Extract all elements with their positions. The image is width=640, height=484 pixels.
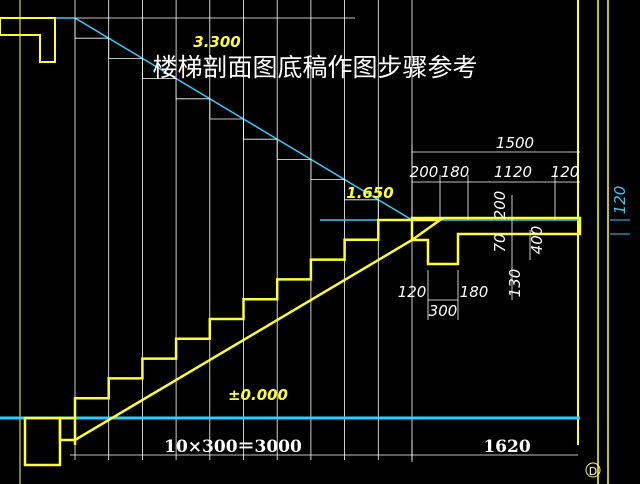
- dimension: 180: [460, 283, 489, 301]
- dimension: 1620: [483, 437, 530, 457]
- dimension: 120: [611, 186, 629, 215]
- dimension: 300: [429, 302, 458, 320]
- dimension-lines: [70, 145, 580, 462]
- title: 楼梯剖面图底稿作图步骤参考: [152, 53, 477, 82]
- lower-flight: [58, 218, 444, 442]
- dimension: 120: [398, 283, 427, 301]
- landing-slab: [410, 216, 582, 266]
- elevation: 3.300: [193, 33, 240, 51]
- bottom-beam: [23, 416, 62, 467]
- dimension: 10×300＝3000: [164, 437, 302, 457]
- elevation: ±0.000: [228, 386, 288, 404]
- dimension: 400: [528, 226, 546, 255]
- dimension: 1500: [496, 134, 534, 152]
- dimension: 200: [410, 163, 439, 181]
- elevation: 1.650: [346, 184, 393, 202]
- upper-steps: [74, 18, 412, 221]
- upper-steps: [74, 18, 412, 221]
- axis-bubble: [585, 462, 601, 478]
- dimension: 130: [506, 269, 524, 298]
- dimension: 70: [491, 233, 509, 252]
- axis-label: D: [589, 465, 597, 478]
- dimension: 1120: [494, 163, 532, 181]
- dimension: 180: [441, 163, 470, 181]
- dimension: 120: [551, 163, 580, 181]
- dimension: 200: [491, 191, 509, 220]
- slab: [0, 17, 56, 63]
